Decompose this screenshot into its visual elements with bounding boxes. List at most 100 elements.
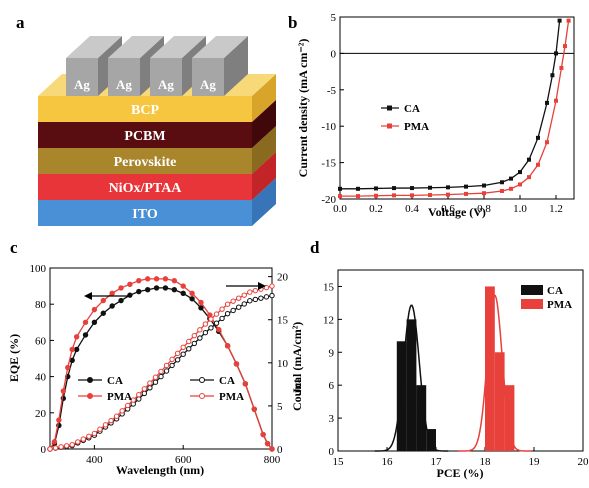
panel-d-pce-histogram: d 15 16 17 18 19 20 0 3 6 9 12 15 PCE (%) Count CA… bbox=[290, 238, 589, 480]
x-tick-label: 0.6 bbox=[441, 203, 455, 215]
data-point-pma bbox=[410, 193, 414, 198]
data-point-ca bbox=[410, 186, 414, 191]
electrode-label: Ag bbox=[116, 77, 132, 92]
data-point-ca-right bbox=[174, 357, 181, 363]
data-point-ca-left bbox=[127, 292, 133, 298]
data-point-pma bbox=[500, 188, 504, 193]
series-line-pma bbox=[340, 20, 570, 197]
plot-frame-c bbox=[49, 267, 273, 450]
x-ticks-c: 400 600 800 bbox=[86, 445, 281, 466]
data-point-pma-right bbox=[119, 408, 125, 414]
panel-letter-d: d bbox=[310, 238, 320, 257]
data-point-pma-left bbox=[233, 361, 240, 367]
data-point-pma-left bbox=[260, 431, 266, 438]
layer-side bbox=[252, 126, 276, 174]
data-point-pma-left bbox=[242, 381, 249, 387]
data-point-ca-right bbox=[169, 362, 175, 369]
y-tick-label: 0 bbox=[329, 446, 335, 458]
y-tick-label-right: 10 bbox=[277, 358, 289, 370]
data-point-pma-right bbox=[174, 350, 181, 357]
data-point-pma-right bbox=[180, 344, 186, 350]
data-point-ca bbox=[374, 186, 378, 191]
y-ticks-right-c: 0 5 10 15 20 bbox=[268, 272, 289, 456]
electrode-label: Ag bbox=[200, 77, 216, 92]
y-tick-label: 80 bbox=[35, 299, 47, 311]
plot-frame-b bbox=[339, 16, 575, 200]
y-ticks-d: 0 3 6 9 12 15 bbox=[323, 281, 342, 458]
legend-label: PMA bbox=[547, 299, 572, 311]
y-tick-label: 12 bbox=[323, 314, 334, 326]
x-axis-title-b: Voltage (V) bbox=[428, 205, 486, 219]
data-point-ca-left bbox=[91, 319, 98, 325]
data-point-pma-left bbox=[144, 276, 151, 282]
y-tick-label: -15 bbox=[321, 158, 336, 170]
legend-c: CA PMA CA PMA bbox=[78, 375, 244, 403]
fit-curve-ca bbox=[374, 304, 449, 452]
electrode-top bbox=[108, 36, 164, 58]
legend-marker bbox=[387, 105, 392, 111]
data-point-pma-right bbox=[219, 306, 225, 312]
legend-label: CA bbox=[107, 375, 123, 387]
y-tick-label: 9 bbox=[329, 347, 335, 359]
data-point-ca bbox=[518, 170, 522, 175]
data-point-ca-left bbox=[100, 310, 106, 316]
data-point-pma-right bbox=[152, 374, 159, 380]
x-axis-title-c: Wavelength (nm) bbox=[116, 463, 204, 477]
plot-frame-d bbox=[337, 269, 584, 452]
y-tick-label: 60 bbox=[35, 335, 47, 347]
axis-arrows-c bbox=[84, 282, 266, 300]
data-point-ca-right bbox=[263, 294, 270, 300]
data-point-pma-left bbox=[65, 364, 71, 371]
layer-front bbox=[38, 174, 252, 200]
data-point-pma-left bbox=[251, 406, 257, 412]
data-point-pma-right bbox=[141, 386, 148, 392]
x-tick-label: 0.0 bbox=[333, 203, 347, 215]
x-tick-label: 1.0 bbox=[513, 203, 527, 215]
data-point-ca-right bbox=[247, 298, 253, 304]
x-tick-label: 0.2 bbox=[369, 203, 383, 215]
data-point-pma bbox=[446, 192, 450, 197]
data-point-pma-right bbox=[230, 298, 236, 304]
data-point-ca bbox=[482, 183, 486, 188]
legend-label: CA bbox=[404, 103, 420, 115]
data-point-pma-right bbox=[147, 380, 153, 386]
data-point-ca bbox=[536, 135, 540, 140]
data-point-pma-right bbox=[208, 316, 214, 322]
y-tick-label: 15 bbox=[323, 281, 335, 293]
legend-swatch bbox=[521, 299, 543, 309]
y-tick-label: 0 bbox=[331, 48, 337, 60]
x-tick-label: 1.2 bbox=[549, 203, 563, 215]
data-point-pma-right bbox=[247, 289, 253, 295]
data-point-ca-right bbox=[241, 301, 247, 307]
data-point-pma-right bbox=[113, 413, 120, 419]
data-point-pma-right bbox=[130, 397, 136, 403]
bar-ca bbox=[426, 429, 436, 451]
x-tick-label: 800 bbox=[264, 454, 281, 466]
y-tick-label: 3 bbox=[329, 413, 335, 425]
layer-front bbox=[38, 148, 252, 174]
data-point-ca-right bbox=[208, 325, 214, 331]
data-point-pma bbox=[392, 193, 396, 198]
data-point-ca bbox=[557, 18, 562, 23]
data-point-ca-right bbox=[236, 304, 242, 310]
data-point-ca-left bbox=[109, 303, 115, 309]
y-tick-label: -5 bbox=[327, 85, 337, 97]
data-point-ca bbox=[464, 184, 468, 189]
data-point-pma-right bbox=[91, 430, 98, 437]
data-point-pma-right bbox=[75, 439, 81, 445]
series-c bbox=[47, 276, 275, 452]
data-point-pma bbox=[509, 186, 513, 191]
data-point-ca-left bbox=[180, 290, 186, 297]
layer-label: PCBM bbox=[124, 129, 165, 144]
data-point-pma-left bbox=[73, 334, 80, 340]
electrode-front bbox=[66, 58, 98, 96]
layer-label: BCP bbox=[131, 103, 159, 118]
electrode-top bbox=[150, 36, 206, 58]
y-axis-title-c: EQE (%) bbox=[7, 334, 21, 382]
panel-c-eqe-chart: c 400 600 800 0 20 40 60 80 100 0 5 10 15 20 Wavele… bbox=[7, 238, 304, 477]
series-line-ca bbox=[340, 20, 561, 190]
x-axis-title-d: PCE (%) bbox=[437, 466, 484, 480]
panel-letter-b: b bbox=[288, 13, 297, 32]
data-point-pma-right bbox=[80, 436, 87, 442]
data-point-ca-right bbox=[197, 335, 203, 341]
